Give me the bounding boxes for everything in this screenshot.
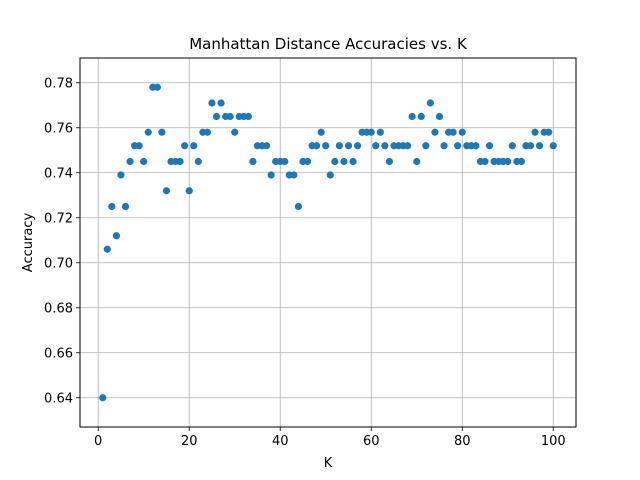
data-points [99,83,557,402]
y-axis-ticks: 0.64 0.66 0.68 0.70 0.72 0.74 0.76 0.78 [44,76,80,406]
data-point [317,128,325,136]
data-point [281,157,289,166]
data-point [372,142,380,150]
data-point [112,232,121,240]
y-tick-label: 0.72 [44,211,73,226]
x-axis-ticks: 0 20 40 60 80 100 [94,427,566,449]
data-point [449,128,457,136]
data-point [194,157,202,166]
data-point [153,83,161,91]
data-point [226,112,234,121]
data-point [126,157,134,166]
x-tick-label: 40 [272,434,289,449]
y-tick-label: 0.76 [44,121,73,136]
data-point [185,187,193,195]
data-point [517,157,525,166]
data-point [485,142,494,150]
data-point [535,142,544,150]
data-point [458,128,466,136]
grid [80,58,576,427]
data-point [103,245,111,253]
data-point [144,128,152,136]
data-point [244,112,252,121]
x-tick-label: 0 [94,434,102,449]
data-point [340,157,348,166]
data-point [335,142,343,150]
data-point [344,142,353,150]
data-point [454,142,462,150]
data-point [440,142,448,150]
chart-title: Manhattan Distance Accuracies vs. K [189,35,468,53]
y-tick-label: 0.74 [44,166,73,181]
data-point [426,99,434,107]
x-tick-label: 60 [363,434,380,449]
data-point [472,142,480,150]
data-point [121,202,130,211]
data-point [435,112,444,121]
x-tick-label: 100 [541,434,566,449]
data-point [367,128,375,136]
x-tick-label: 20 [181,434,198,449]
data-point [326,171,334,179]
data-point [135,142,143,150]
data-point [417,112,425,121]
data-point [176,157,184,166]
data-point [408,112,416,121]
data-point [303,157,312,166]
data-point [504,157,512,166]
data-point [140,157,148,166]
data-point [117,171,125,179]
data-point [349,157,357,166]
data-point [267,171,275,179]
data-point [231,128,239,136]
data-point [190,142,198,150]
data-point [431,128,439,136]
data-point [481,157,489,166]
data-point [108,202,116,211]
x-tick-label: 80 [454,434,471,449]
data-point [181,142,189,150]
y-tick-label: 0.66 [44,346,73,361]
data-point [331,157,339,166]
data-point [531,128,539,136]
data-point [376,128,384,136]
data-point [158,128,166,136]
y-tick-label: 0.68 [44,301,73,316]
data-point [322,142,330,150]
data-point [203,128,212,136]
y-tick-label: 0.64 [44,391,73,406]
data-point [545,128,553,136]
data-point [404,142,412,150]
data-point [549,142,557,150]
x-axis-label: K [324,456,333,471]
data-point [217,99,225,107]
y-axis-label: Accuracy [21,213,36,273]
data-point [508,142,516,150]
data-point [249,157,257,166]
data-point [385,157,394,166]
data-point [208,99,216,107]
data-point [353,142,362,150]
data-point [422,142,430,150]
data-point [294,202,303,211]
data-point [262,142,271,150]
data-point [413,157,421,166]
data-point [212,112,221,121]
data-point [381,142,389,150]
y-tick-label: 0.78 [44,76,73,91]
data-point [99,394,107,402]
axes-frame [79,57,577,428]
y-tick-label: 0.70 [44,256,73,271]
data-point [313,142,321,150]
data-point [162,187,171,195]
data-point [526,142,535,150]
data-point [290,171,298,179]
